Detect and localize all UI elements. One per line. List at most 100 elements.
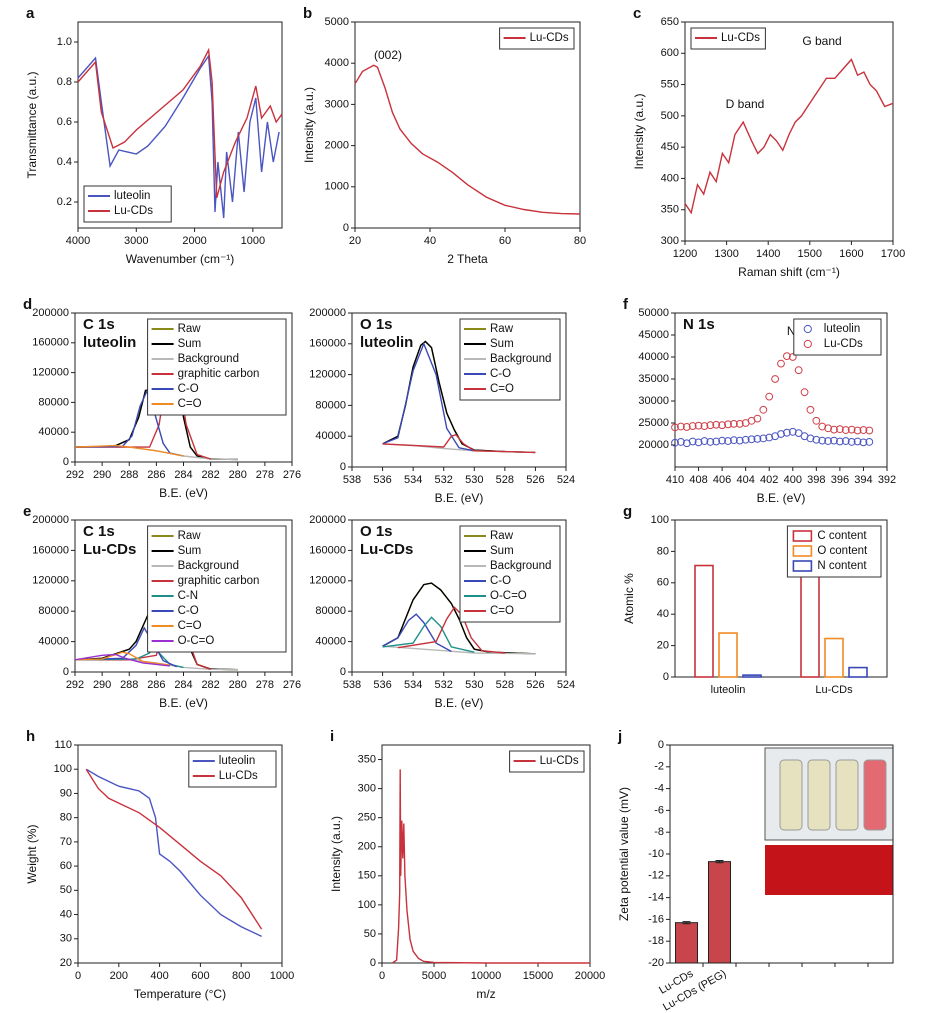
x-tick-label: 398 [807, 474, 825, 486]
x-tick-label: 1300 [714, 248, 738, 260]
bar [800, 567, 820, 678]
x-tick-label: 408 [689, 474, 707, 486]
series-line [684, 58, 894, 215]
point [865, 426, 874, 435]
legend-label: Background [178, 560, 239, 572]
point [706, 438, 715, 446]
x-axis-label: Temperature (°C) [134, 987, 226, 1001]
legend-label: Lu-CDs [114, 205, 153, 217]
x-tick-label: 1000 [270, 970, 294, 982]
point [671, 423, 679, 432]
point [682, 439, 691, 448]
y-tick-label: 40 [60, 908, 72, 920]
x-axis-label: Raman shift (cm⁻¹) [738, 265, 840, 279]
y-tick-label: 160000 [32, 544, 69, 556]
panel-title: Lu-CDs [360, 541, 413, 558]
y-tick-label: 100 [358, 899, 376, 911]
point [841, 437, 850, 445]
x-tick-label: 80 [574, 235, 586, 247]
series-line [382, 616, 475, 653]
annotation: (002) [374, 48, 402, 62]
y-tick-label: 200000 [309, 307, 346, 319]
point [712, 437, 721, 446]
series-line [74, 626, 177, 668]
y-tick-label: 70 [60, 836, 72, 848]
x-axis-label: Wavenumber (cm⁻¹) [126, 252, 235, 266]
y-tick-label: 150 [358, 870, 376, 882]
y-tick-label: 650 [661, 16, 679, 28]
x-tick-label: 286 [147, 469, 165, 481]
panel-title: C 1s [83, 523, 115, 540]
point [694, 421, 703, 430]
bar [675, 922, 698, 964]
y-tick-label: -14 [648, 892, 664, 904]
legend-label: luteolin [824, 323, 860, 335]
vial [779, 759, 803, 831]
point [718, 436, 727, 445]
plot-frame [351, 312, 567, 468]
x-tick-label: 292 [66, 679, 84, 691]
y-axis-label: Weight (%) [25, 824, 39, 883]
y-tick-label: 35000 [638, 373, 669, 385]
series-line [382, 613, 452, 653]
x-tick-label: 410 [666, 474, 684, 486]
panel-title: C 1s [83, 316, 115, 333]
y-tick-label: 160000 [309, 544, 346, 556]
legend-swatch [792, 530, 813, 542]
x-tick-label: 292 [66, 469, 84, 481]
y-tick-label: 80000 [315, 399, 346, 411]
series-line [74, 651, 170, 666]
x-tick-label: 278 [256, 469, 274, 481]
x-tick-label: 534 [404, 679, 422, 691]
legend-label: graphitic carbon [178, 368, 260, 380]
y-tick-label: 60 [657, 577, 669, 589]
point [806, 434, 815, 443]
series-line [85, 768, 263, 930]
panel-label: j [617, 728, 622, 745]
x-tick-label: 20000 [575, 970, 606, 982]
x-tick-label: 528 [496, 679, 514, 691]
y-tick-label: 0 [63, 456, 69, 468]
point [700, 422, 709, 430]
point [753, 414, 762, 423]
y-tick-label: 20000 [638, 439, 669, 451]
point [835, 425, 844, 434]
legend-label: C-O [178, 383, 199, 395]
panel-title: Lu-CDs [83, 541, 136, 558]
y-tick-label: 2000 [325, 140, 349, 152]
y-tick-label: -12 [648, 870, 664, 882]
y-tick-label: 120000 [32, 575, 69, 587]
point [794, 429, 803, 438]
point [859, 438, 868, 447]
y-tick-label: -8 [654, 826, 664, 838]
point [741, 435, 750, 444]
legend-label: graphitic carbon [178, 575, 260, 587]
point [706, 421, 715, 430]
x-tick-label: 200 [110, 970, 128, 982]
point [777, 359, 785, 368]
y-tick-label: 100 [651, 514, 669, 526]
legend-label: Sum [178, 545, 202, 557]
point [812, 435, 821, 444]
y-tick-label: 30 [60, 933, 72, 945]
legend-label: Lu-CDs [721, 32, 760, 44]
x-tick-label: 3000 [124, 235, 148, 247]
legend-label: Background [490, 560, 551, 572]
x-tick-label: 10000 [471, 970, 502, 982]
y-tick-label: 25000 [638, 417, 669, 429]
legend-label: O-C=O [490, 590, 527, 602]
x-axis-label: 2 Theta [447, 252, 488, 266]
legend-label: Raw [490, 530, 514, 542]
point [835, 437, 844, 446]
y-tick-label: 120000 [309, 575, 346, 587]
legend-label: C=O [490, 383, 514, 395]
point [788, 353, 797, 361]
legend-label: Raw [178, 530, 202, 542]
y-tick-label: 0 [340, 666, 346, 678]
legend-swatch [803, 324, 812, 334]
y-tick-label: 0.2 [57, 196, 72, 208]
x-tick-label: 402 [760, 474, 778, 486]
point [865, 438, 874, 446]
legend-box [147, 525, 287, 653]
x-tick-label: 15000 [523, 970, 554, 982]
